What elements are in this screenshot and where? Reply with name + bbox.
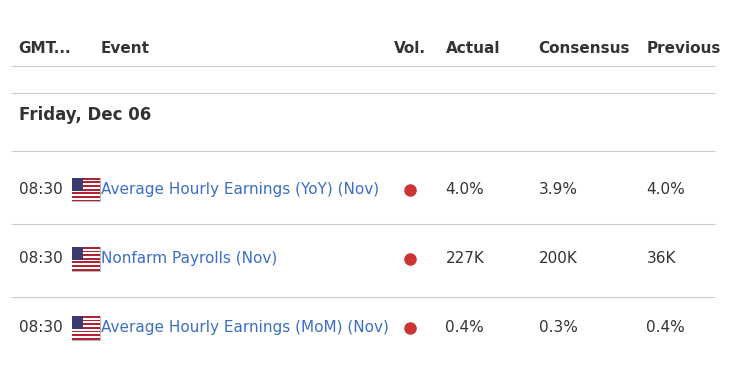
- Text: 200K: 200K: [539, 251, 578, 266]
- FancyBboxPatch shape: [73, 327, 100, 329]
- FancyBboxPatch shape: [73, 247, 100, 249]
- FancyBboxPatch shape: [73, 198, 100, 200]
- FancyBboxPatch shape: [73, 260, 100, 262]
- FancyBboxPatch shape: [73, 247, 83, 260]
- FancyBboxPatch shape: [73, 196, 100, 198]
- FancyBboxPatch shape: [73, 325, 100, 327]
- FancyBboxPatch shape: [73, 190, 100, 192]
- FancyBboxPatch shape: [73, 182, 100, 183]
- FancyBboxPatch shape: [73, 185, 100, 187]
- FancyBboxPatch shape: [73, 331, 100, 332]
- FancyBboxPatch shape: [73, 194, 100, 196]
- FancyBboxPatch shape: [73, 263, 100, 265]
- Text: Average Hourly Earnings (MoM) (Nov): Average Hourly Earnings (MoM) (Nov): [101, 320, 389, 335]
- FancyBboxPatch shape: [73, 332, 100, 334]
- FancyBboxPatch shape: [73, 256, 100, 258]
- FancyBboxPatch shape: [73, 200, 100, 202]
- Text: GMT...: GMT...: [18, 41, 71, 55]
- Text: Event: Event: [101, 41, 150, 55]
- FancyBboxPatch shape: [73, 258, 100, 260]
- FancyBboxPatch shape: [73, 178, 100, 202]
- FancyBboxPatch shape: [73, 192, 100, 194]
- FancyBboxPatch shape: [73, 316, 100, 318]
- Text: 08:30: 08:30: [18, 320, 62, 335]
- FancyBboxPatch shape: [73, 178, 100, 180]
- FancyBboxPatch shape: [73, 336, 100, 338]
- Text: 36K: 36K: [646, 251, 676, 266]
- FancyBboxPatch shape: [73, 321, 100, 323]
- Text: 08:30: 08:30: [18, 182, 62, 197]
- FancyBboxPatch shape: [73, 187, 100, 189]
- Text: Previous: Previous: [646, 41, 721, 55]
- FancyBboxPatch shape: [73, 249, 100, 251]
- FancyBboxPatch shape: [73, 178, 83, 190]
- Text: Consensus: Consensus: [539, 41, 630, 55]
- Text: Vol.: Vol.: [394, 41, 425, 55]
- Text: Average Hourly Earnings (YoY) (Nov): Average Hourly Earnings (YoY) (Nov): [101, 182, 379, 197]
- FancyBboxPatch shape: [73, 334, 100, 336]
- Text: 0.4%: 0.4%: [646, 320, 685, 335]
- Text: 4.0%: 4.0%: [646, 182, 685, 197]
- FancyBboxPatch shape: [73, 316, 83, 329]
- FancyBboxPatch shape: [73, 189, 100, 190]
- FancyBboxPatch shape: [73, 320, 100, 321]
- Text: 08:30: 08:30: [18, 251, 62, 266]
- Text: 4.0%: 4.0%: [445, 182, 484, 197]
- FancyBboxPatch shape: [73, 323, 100, 325]
- Text: 0.4%: 0.4%: [445, 320, 484, 335]
- FancyBboxPatch shape: [73, 265, 100, 267]
- FancyBboxPatch shape: [73, 316, 100, 340]
- FancyBboxPatch shape: [73, 254, 100, 256]
- FancyBboxPatch shape: [73, 318, 100, 320]
- FancyBboxPatch shape: [73, 180, 100, 182]
- FancyBboxPatch shape: [73, 251, 100, 252]
- Text: 0.3%: 0.3%: [539, 320, 578, 335]
- FancyBboxPatch shape: [73, 269, 100, 270]
- FancyBboxPatch shape: [73, 329, 100, 331]
- Text: Friday, Dec 06: Friday, Dec 06: [18, 106, 151, 124]
- Text: Nonfarm Payrolls (Nov): Nonfarm Payrolls (Nov): [101, 251, 278, 266]
- Text: 3.9%: 3.9%: [539, 182, 578, 197]
- FancyBboxPatch shape: [73, 338, 100, 340]
- FancyBboxPatch shape: [73, 252, 100, 254]
- Text: 227K: 227K: [445, 251, 484, 266]
- FancyBboxPatch shape: [73, 267, 100, 269]
- FancyBboxPatch shape: [73, 262, 100, 263]
- Text: Actual: Actual: [445, 41, 500, 55]
- FancyBboxPatch shape: [73, 247, 100, 270]
- FancyBboxPatch shape: [73, 183, 100, 185]
